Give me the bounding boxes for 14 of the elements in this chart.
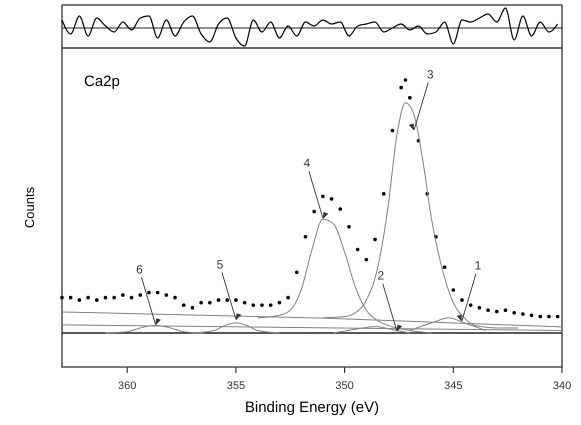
annotation: 5 bbox=[216, 257, 224, 272]
chart-title: Ca2p bbox=[84, 73, 120, 90]
annotation: 4 bbox=[304, 156, 311, 170]
x-tick-label: 355 bbox=[226, 380, 246, 392]
annotation: 3 bbox=[426, 68, 434, 82]
x-tick-label: 340 bbox=[552, 380, 572, 392]
annotation: 6 bbox=[136, 262, 144, 276]
annotation: 2 bbox=[377, 268, 384, 283]
x-tick-label: 345 bbox=[444, 380, 462, 392]
annotation: 1 bbox=[474, 258, 482, 273]
x-tick-label: 360 bbox=[118, 380, 136, 392]
y-axis-title: Counts bbox=[22, 186, 37, 228]
x-tick-label: 350 bbox=[335, 380, 354, 392]
x-axis-title: Binding Energy (eV) bbox=[244, 399, 380, 416]
